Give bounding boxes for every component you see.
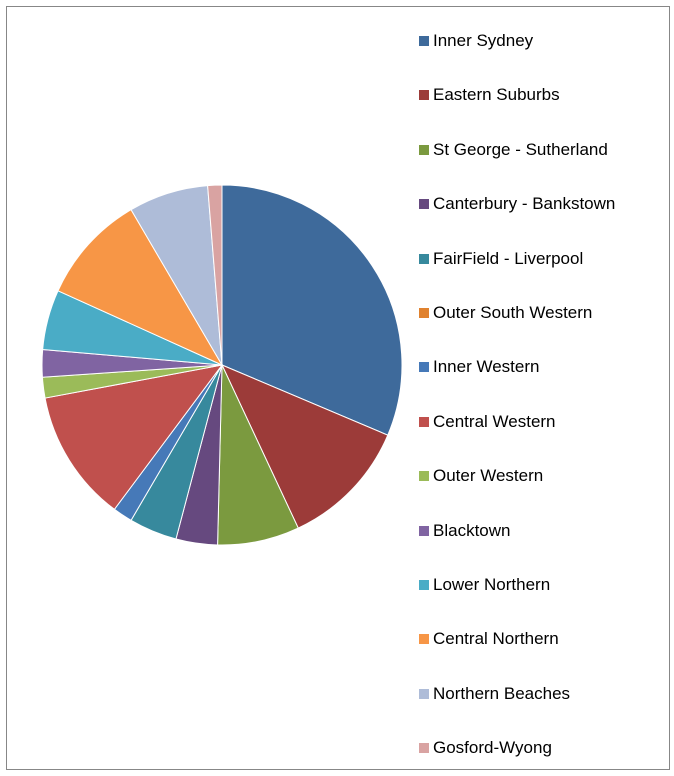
legend-label: Lower Northern <box>433 575 551 594</box>
legend-item-blacktown: Blacktown <box>419 519 510 543</box>
legend-swatch <box>419 90 429 101</box>
legend-label: Canterbury - Bankstown <box>433 194 616 214</box>
legend-swatch <box>419 362 429 373</box>
legend-swatch <box>419 416 429 427</box>
legend-swatch <box>419 471 429 482</box>
legend-swatch <box>419 743 429 754</box>
legend-item-outer-western: Outer Western <box>419 464 543 488</box>
legend-label: St George - Sutherland <box>433 139 608 159</box>
legend-label: Outer South Western <box>433 303 593 322</box>
legend-label: Inner Western <box>433 357 540 377</box>
legend-item-central-northern: Central Northern <box>419 627 559 651</box>
legend-item-eastern-suburbs: Eastern Suburbs <box>419 83 560 107</box>
legend-swatch <box>419 253 429 264</box>
legend-swatch <box>419 144 429 155</box>
legend-swatch <box>419 688 429 699</box>
legend-label: Eastern Suburbs <box>433 85 560 105</box>
legend-swatch <box>419 199 429 210</box>
legend-swatch <box>419 36 429 46</box>
legend-item-st-george-sutherland: St George - Sutherland <box>419 138 608 162</box>
legend-label: Inner Sydney <box>433 31 534 50</box>
legend-item-lower-northern: Lower Northern <box>419 573 550 597</box>
legend-item-northern-beaches: Northern Beaches <box>419 682 570 706</box>
legend-swatch <box>419 308 429 318</box>
legend-swatch <box>419 634 429 645</box>
legend-item-fairfield-liverpool: FairField - Liverpool <box>419 247 583 271</box>
legend-item-canterbury-bankstown: Canterbury - Bankstown <box>419 192 615 216</box>
legend-item-outer-south-western: Outer South Western <box>419 301 592 325</box>
legend-item-inner-sydney: Inner Sydney <box>419 29 533 53</box>
legend-label: Northern Beaches <box>433 683 571 703</box>
legend-item-inner-western: Inner Western <box>419 355 539 379</box>
pie-chart <box>41 184 403 546</box>
legend-label: Outer Western <box>433 466 544 486</box>
legend-label: Central Northern <box>433 629 559 649</box>
pie-slice-central-western <box>44 364 224 511</box>
pie-slice-eastern-suburbs <box>220 364 389 529</box>
pie-slice-gosford-wyong <box>207 184 223 366</box>
legend-item-gosford-wyong: Gosford-Wyong <box>419 736 552 760</box>
legend-label: Blacktown <box>433 520 511 540</box>
pie-slice-inner-sydney <box>221 184 403 436</box>
legend-label: FairField - Liverpool <box>433 248 584 268</box>
legend-swatch <box>419 580 429 590</box>
chart-area: Inner Sydney Eastern Suburbs St George - S… <box>6 6 670 770</box>
pie-slice-central-northern <box>57 208 224 367</box>
legend-item-central-western: Central Western <box>419 410 556 434</box>
legend-label: Gosford-Wyong <box>433 738 552 758</box>
legend-swatch <box>419 525 429 536</box>
legend-label: Central Western <box>433 411 556 431</box>
